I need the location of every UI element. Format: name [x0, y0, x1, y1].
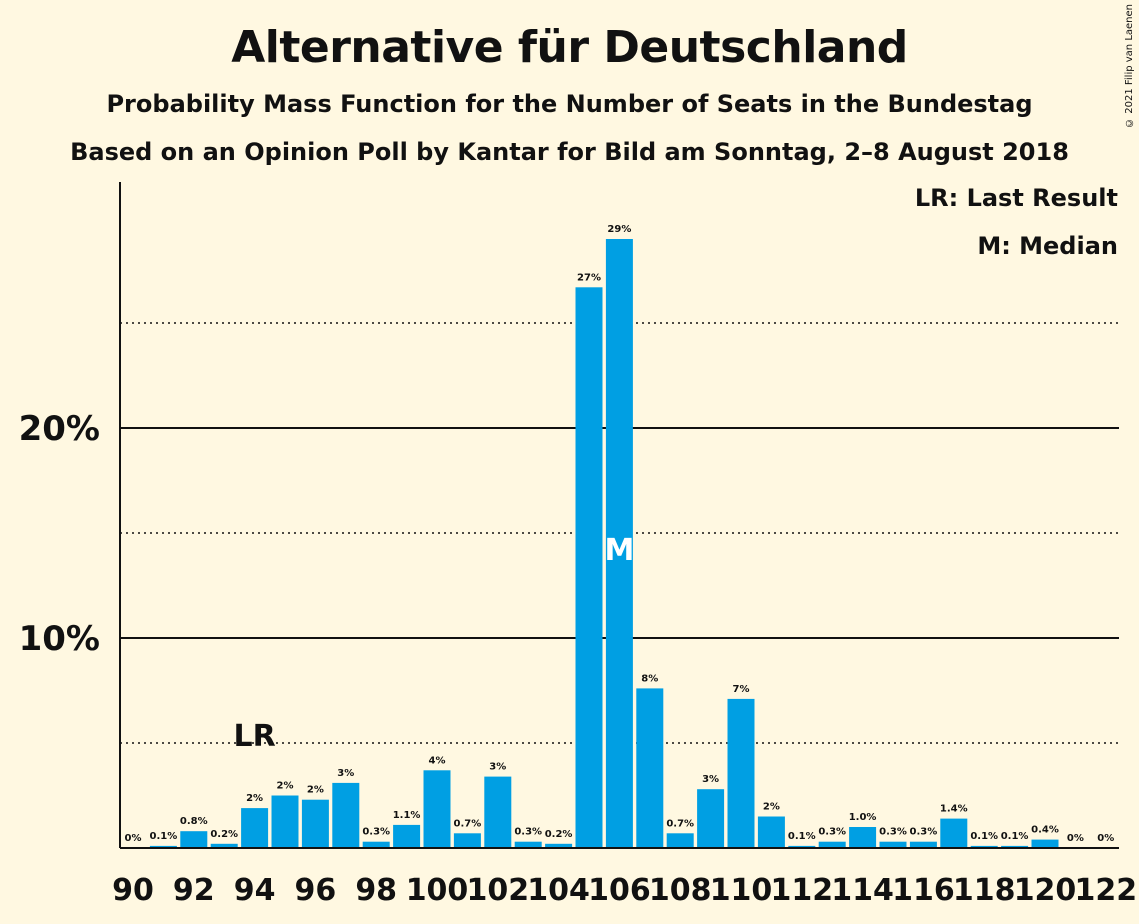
legend-last-result: LR: Last Result — [914, 184, 1118, 212]
bar-label-seat-117: 1.4% — [940, 804, 968, 815]
x-tick-label: 122 — [1074, 873, 1137, 908]
bar-label-seat-106: 29% — [607, 224, 631, 235]
bar-seat-107 — [636, 688, 664, 848]
x-tick-label: 90 — [112, 873, 154, 908]
bar-label-seat-90: 0% — [125, 833, 142, 844]
bar-seat-97 — [332, 782, 360, 848]
bar-label-seat-96: 2% — [307, 785, 324, 796]
bar-label-seat-97: 3% — [337, 768, 354, 779]
bar-seat-113 — [818, 841, 846, 848]
bar-seat-115 — [879, 841, 907, 848]
bar-seat-106 — [605, 239, 633, 848]
bar-seat-112 — [788, 845, 816, 848]
x-tick-label: 118 — [953, 873, 1016, 908]
bar-label-seat-103: 0.3% — [514, 827, 542, 838]
x-tick-label: 92 — [173, 873, 215, 908]
bar-seat-110 — [727, 698, 755, 848]
bar-seat-118 — [970, 845, 998, 848]
bar-seat-99 — [393, 824, 421, 848]
bar-seat-105 — [575, 287, 603, 848]
x-tick-label: 102 — [466, 873, 529, 908]
x-tick-label: 94 — [234, 873, 276, 908]
x-tick-label: 110 — [710, 873, 773, 908]
last-result-marker: LR — [233, 719, 275, 754]
bar-label-seat-98: 0.3% — [362, 827, 390, 838]
bar-label-seat-105: 27% — [577, 272, 601, 283]
bar-label-seat-111: 2% — [763, 802, 780, 813]
bar-seat-95 — [271, 795, 299, 848]
bar-label-seat-118: 0.1% — [970, 831, 998, 842]
bar-label-seat-102: 3% — [489, 762, 506, 773]
bar-seat-91 — [149, 845, 177, 848]
chart-title: Alternative für Deutschland — [231, 22, 908, 73]
bar-label-seat-91: 0.1% — [150, 831, 178, 842]
bar-seat-119 — [1001, 845, 1029, 848]
bar-label-seat-119: 0.1% — [1001, 831, 1029, 842]
bar-label-seat-112: 0.1% — [788, 831, 816, 842]
bar-label-seat-93: 0.2% — [210, 829, 238, 840]
bar-label-seat-92: 0.8% — [180, 816, 208, 827]
x-tick-label: 96 — [295, 873, 337, 908]
y-tick-label: 10% — [19, 619, 100, 659]
bar-seat-117 — [940, 818, 968, 848]
bar-label-seat-121: 0% — [1067, 833, 1084, 844]
x-tick-label: 104 — [527, 873, 590, 908]
bar-seat-101 — [453, 833, 481, 848]
bar-seat-96 — [301, 799, 329, 848]
x-tick-label: 112 — [770, 873, 833, 908]
x-tick-label: 98 — [355, 873, 397, 908]
median-marker: M — [604, 533, 634, 568]
bar-seat-93 — [210, 843, 238, 848]
bar-seat-111 — [757, 816, 785, 848]
bar-seat-100 — [423, 770, 451, 848]
bar-label-seat-120: 0.4% — [1031, 825, 1059, 836]
x-tick-label: 106 — [588, 873, 651, 908]
bar-label-seat-101: 0.7% — [454, 818, 482, 829]
bar-label-seat-104: 0.2% — [545, 829, 573, 840]
bar-seat-94 — [241, 808, 269, 848]
bar-label-seat-114: 1.0% — [849, 812, 877, 823]
x-tick-label: 114 — [831, 873, 894, 908]
bar-label-seat-122: 0% — [1097, 833, 1114, 844]
bar-seat-102 — [484, 776, 512, 848]
x-tick-label: 108 — [649, 873, 712, 908]
legend-median: M: Median — [977, 232, 1118, 260]
bar-seat-104 — [545, 843, 573, 848]
x-tick-label: 100 — [406, 873, 469, 908]
bar-label-seat-115: 0.3% — [879, 827, 907, 838]
bar-seat-109 — [697, 789, 725, 848]
bar-label-seat-107: 8% — [641, 673, 658, 684]
bar-label-seat-94: 2% — [246, 793, 263, 804]
x-tick-label: 116 — [892, 873, 955, 908]
bar-label-seat-95: 2% — [277, 781, 294, 792]
bar-label-seat-99: 1.1% — [393, 810, 421, 821]
y-tick-label: 20% — [19, 409, 100, 449]
bar-label-seat-110: 7% — [733, 684, 750, 695]
bar-seat-108 — [666, 833, 694, 848]
bar-label-seat-116: 0.3% — [910, 827, 938, 838]
bar-seat-120 — [1031, 839, 1059, 848]
bar-label-seat-113: 0.3% — [818, 827, 846, 838]
bar-seat-114 — [849, 827, 877, 848]
bar-seat-103 — [514, 841, 542, 848]
chart-source-subtitle: Based on an Opinion Poll by Kantar for B… — [70, 138, 1069, 166]
bar-label-seat-109: 3% — [702, 774, 719, 785]
bar-seat-98 — [362, 841, 390, 848]
bar-seat-116 — [909, 841, 937, 848]
x-tick-label: 120 — [1014, 873, 1077, 908]
bar-label-seat-108: 0.7% — [666, 818, 694, 829]
bar-seat-92 — [180, 831, 208, 848]
chart-subtitle: Probability Mass Function for the Number… — [106, 90, 1033, 118]
bar-label-seat-100: 4% — [429, 755, 446, 766]
